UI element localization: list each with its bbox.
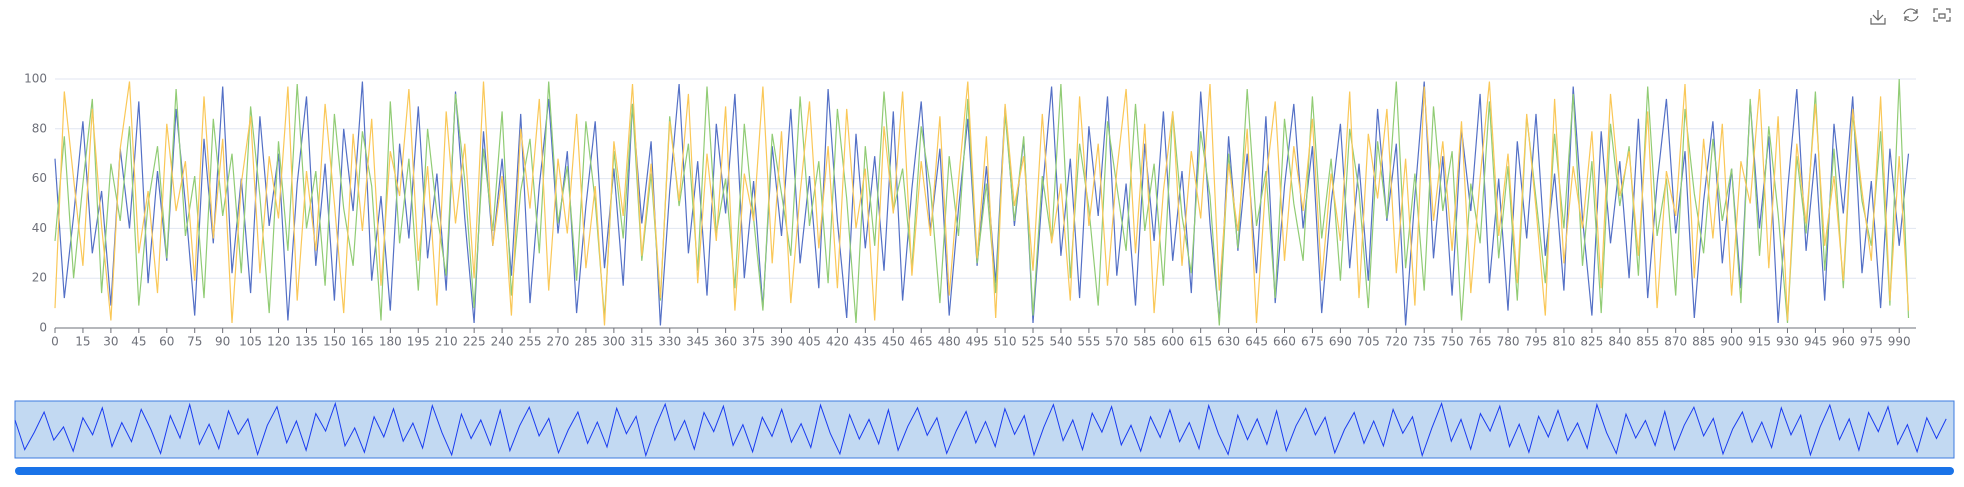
x-tick-label: 420 — [826, 335, 849, 349]
x-tick-label: 225 — [463, 335, 486, 349]
x-tick-label: 90 — [215, 335, 230, 349]
x-tick-label: 405 — [798, 335, 821, 349]
x-tick-label: 60 — [159, 335, 174, 349]
x-tick-label: 285 — [574, 335, 597, 349]
x-tick-label: 600 — [1161, 335, 1184, 349]
x-tick-label: 795 — [1525, 335, 1548, 349]
zoom-preview-line — [14, 401, 1947, 458]
x-tick-label: 855 — [1636, 335, 1659, 349]
x-tick-label: 765 — [1469, 335, 1492, 349]
x-tick-label: 585 — [1133, 335, 1156, 349]
x-tick-label: 240 — [491, 335, 514, 349]
y-tick-label: 20 — [32, 271, 47, 285]
x-tick-label: 825 — [1580, 335, 1603, 349]
x-tick-label: 930 — [1776, 335, 1799, 349]
x-tick-label: 105 — [239, 335, 262, 349]
save-image-button[interactable] — [1870, 10, 1886, 25]
x-tick-label: 660 — [1273, 335, 1296, 349]
x-tick-label: 570 — [1105, 335, 1128, 349]
x-tick-label: 750 — [1441, 335, 1464, 349]
x-tick-label: 480 — [938, 335, 961, 349]
x-tick-label: 510 — [994, 335, 1017, 349]
x-tick-label: 495 — [966, 335, 989, 349]
x-tick-label: 525 — [1022, 335, 1045, 349]
toolbox — [1870, 8, 1951, 25]
x-tick-label: 300 — [602, 335, 625, 349]
x-tick-label: 165 — [351, 335, 374, 349]
x-tick-label: 960 — [1832, 335, 1855, 349]
zoom-selection — [14, 400, 1955, 459]
x-tick-label: 780 — [1497, 335, 1520, 349]
line-series — [54, 81, 1910, 326]
x-tick-label: 810 — [1552, 335, 1575, 349]
restore-button[interactable] — [1903, 8, 1919, 22]
y-tick-label: 100 — [24, 72, 47, 86]
x-tick-label: 270 — [547, 335, 570, 349]
x-tick-label: 360 — [714, 335, 737, 349]
x-tick-label: 630 — [1217, 335, 1240, 349]
x-tick-label: 150 — [323, 335, 346, 349]
x-tick-label: 645 — [1245, 335, 1268, 349]
x-tick-label: 135 — [295, 335, 318, 349]
x-tick-label: 690 — [1329, 335, 1352, 349]
x-tick-label: 990 — [1888, 335, 1911, 349]
y-tick-label: 40 — [32, 221, 47, 235]
x-tick-label: 705 — [1357, 335, 1380, 349]
x-tick-label: 900 — [1720, 335, 1743, 349]
x-tick-label: 915 — [1748, 335, 1771, 349]
y-tick-label: 60 — [32, 171, 47, 185]
x-tick-label: 735 — [1413, 335, 1436, 349]
x-tick-label: 180 — [379, 335, 402, 349]
x-tick-label: 615 — [1189, 335, 1212, 349]
zoom-button[interactable] — [1933, 8, 1951, 22]
y-tick-label: 80 — [32, 121, 47, 135]
x-tick-label: 390 — [770, 335, 793, 349]
x-tick-label: 0 — [51, 335, 59, 349]
x-tick-label: 975 — [1860, 335, 1883, 349]
x-tick-label: 870 — [1664, 335, 1687, 349]
x-tick-label: 15 — [75, 335, 90, 349]
x-tick-label: 195 — [407, 335, 430, 349]
x-tick-label: 315 — [630, 335, 653, 349]
x-tick-label: 255 — [519, 335, 542, 349]
x-tick-label: 465 — [910, 335, 933, 349]
x-tick-label: 840 — [1608, 335, 1631, 349]
x-tick-label: 540 — [1049, 335, 1072, 349]
x-tick-label: 450 — [882, 335, 905, 349]
x-tick-label: 330 — [658, 335, 681, 349]
x-tick-label: 435 — [854, 335, 877, 349]
x-tick-label: 945 — [1804, 335, 1827, 349]
x-tick-label: 375 — [742, 335, 765, 349]
x-tick-label: 75 — [187, 335, 202, 349]
zoom-scrollbar[interactable] — [15, 467, 1954, 475]
line-series — [54, 81, 1910, 326]
x-tick-label: 120 — [267, 335, 290, 349]
x-tick-label: 45 — [131, 335, 146, 349]
x-tick-label: 30 — [103, 335, 118, 349]
y-tick-label: 0 — [39, 321, 47, 335]
line-series — [54, 78, 1910, 326]
x-tick-label: 720 — [1385, 335, 1408, 349]
x-tick-label: 885 — [1692, 335, 1715, 349]
x-tick-label: 210 — [435, 335, 458, 349]
x-tick-label: 555 — [1077, 335, 1100, 349]
x-tick-label: 675 — [1301, 335, 1324, 349]
x-tick-label: 345 — [686, 335, 709, 349]
